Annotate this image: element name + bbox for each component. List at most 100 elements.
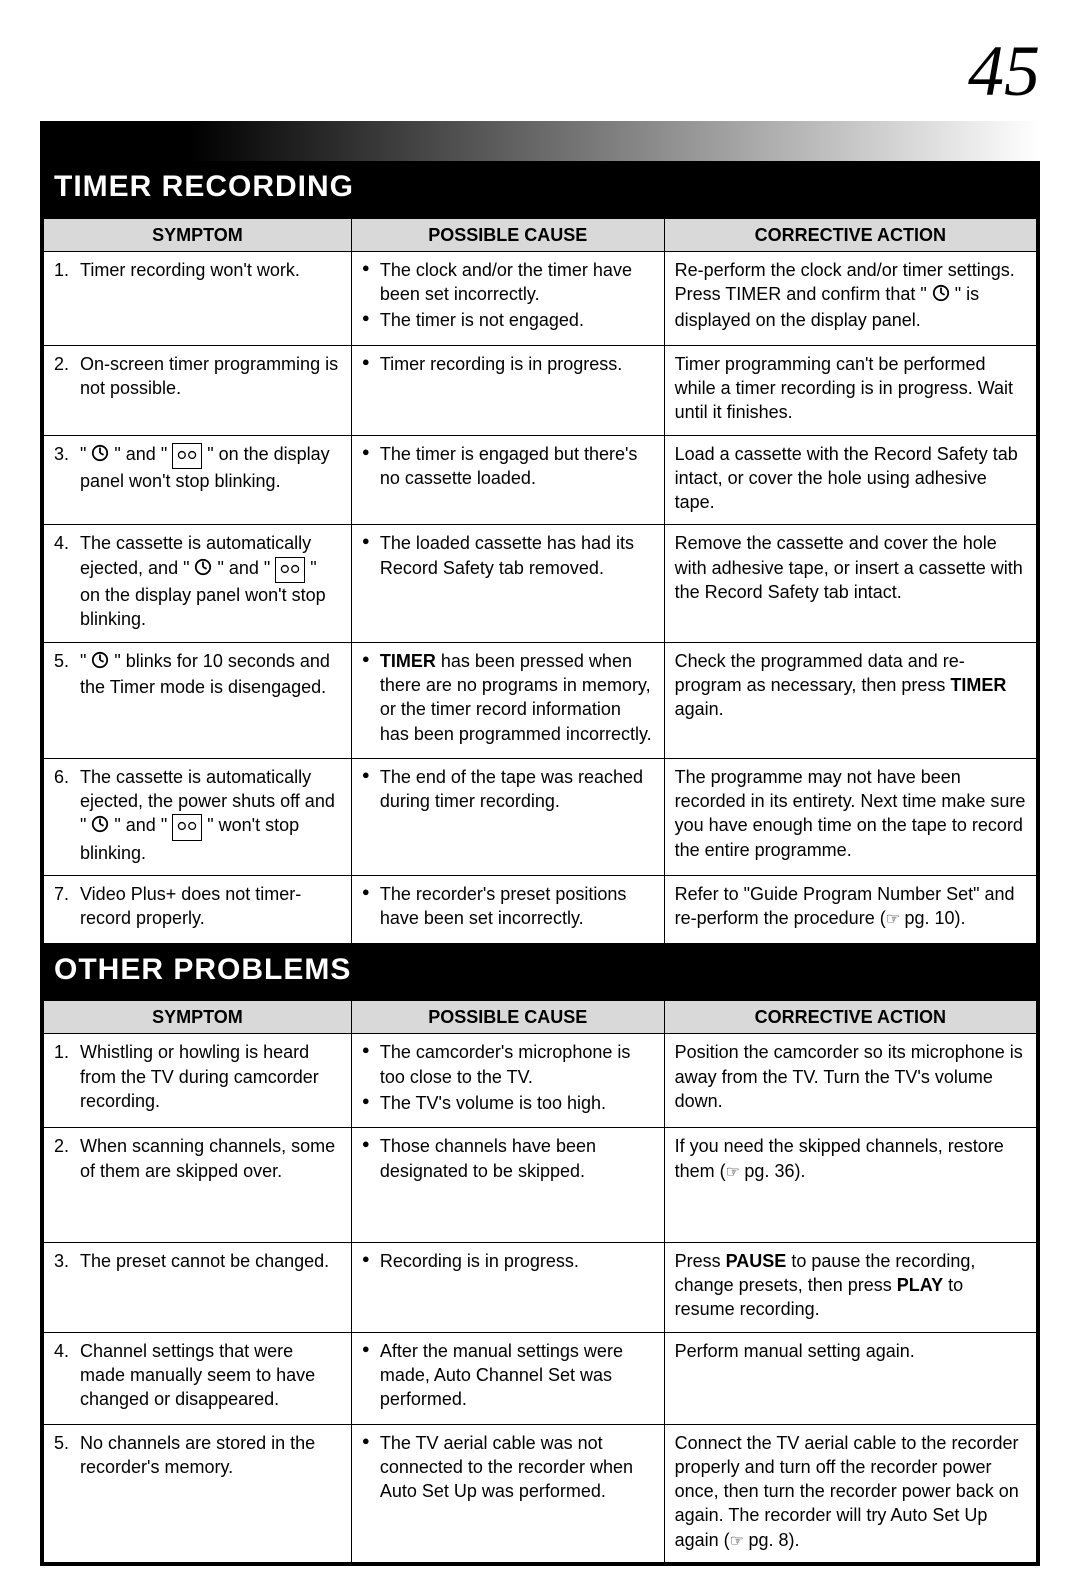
cause-cell: The loaded cassette has had its Record S… — [351, 525, 664, 642]
cause-cell: The clock and/or the timer have been set… — [351, 251, 664, 345]
cause-item: The timer is not engaged. — [362, 308, 654, 332]
cause-item: The camcorder's microphone is too close … — [362, 1040, 654, 1089]
row-number: 5. — [54, 649, 74, 700]
cause-item: The recorder's preset positions have bee… — [362, 882, 654, 931]
symptom-text: When scanning channels, some of them are… — [80, 1134, 341, 1183]
action-cell: Perform manual setting again. — [664, 1332, 1036, 1424]
symptom-cell: 3. The preset cannot be changed. — [44, 1242, 352, 1332]
symptom-text: On-screen timer programming is not possi… — [80, 352, 341, 401]
cause-cell: The recorder's preset positions have bee… — [351, 876, 664, 944]
symptom-cell: 5. " " blinks for 10 seconds and the Tim… — [44, 642, 352, 758]
row-number: 2. — [54, 352, 74, 401]
col-header-symptom: SYMPTOM — [44, 218, 352, 251]
symptom-text: No channels are stored in the recorder's… — [80, 1431, 341, 1480]
symptom-text: The cassette is automatically ejected, t… — [80, 765, 341, 865]
cause-item: The timer is engaged but there's no cass… — [362, 442, 654, 491]
cause-cell: The end of the tape was reached during t… — [351, 758, 664, 875]
cause-item: The TV aerial cable was not connected to… — [362, 1431, 654, 1504]
action-cell: Connect the TV aerial cable to the recor… — [664, 1424, 1036, 1563]
table-row: 4. The cassette is automatically ejected… — [44, 525, 1037, 642]
col-header-symptom: SYMPTOM — [44, 1001, 352, 1034]
section-title-row: TIMER RECORDING — [44, 161, 1037, 218]
action-cell: Refer to "Guide Program Number Set" and … — [664, 876, 1036, 944]
troubleshooting-frame: TIMER RECORDING SYMPTOM POSSIBLE CAUSE C… — [40, 161, 1040, 1566]
cause-item: The end of the tape was reached during t… — [362, 765, 654, 814]
symptom-cell: 2. When scanning channels, some of them … — [44, 1128, 352, 1242]
clock-icon — [932, 284, 950, 308]
troubleshooting-table: TIMER RECORDING SYMPTOM POSSIBLE CAUSE C… — [43, 161, 1037, 1563]
cause-cell: The camcorder's microphone is too close … — [351, 1034, 664, 1128]
cassette-icon — [172, 443, 202, 469]
row-number: 7. — [54, 882, 74, 931]
table-row: 1. Whistling or howling is heard from th… — [44, 1034, 1037, 1128]
table-row: 3. The preset cannot be changed. Recordi… — [44, 1242, 1037, 1332]
section-title-row: OTHER PROBLEMS — [44, 943, 1037, 1001]
table-row: 6. The cassette is automatically ejected… — [44, 758, 1037, 875]
row-number: 2. — [54, 1134, 74, 1183]
cause-item: The clock and/or the timer have been set… — [362, 258, 654, 307]
clock-icon — [91, 815, 109, 839]
cause-cell: TIMER has been pressed when there are no… — [351, 642, 664, 758]
table-header-row: SYMPTOM POSSIBLE CAUSE CORRECTIVE ACTION — [44, 1001, 1037, 1034]
cause-item: The TV's volume is too high. — [362, 1091, 654, 1115]
action-cell: Re-perform the clock and/or timer settin… — [664, 251, 1036, 345]
page-number: 45 — [40, 30, 1040, 113]
symptom-cell: 3. " " and " " on the display panel won'… — [44, 435, 352, 525]
cassette-icon — [275, 557, 305, 583]
symptom-cell: 2. On-screen timer programming is not po… — [44, 345, 352, 435]
symptom-text: " " and " " on the display panel won't s… — [80, 442, 341, 494]
row-number: 4. — [54, 531, 74, 631]
row-number: 5. — [54, 1431, 74, 1480]
symptom-cell: 4. Channel settings that were made manua… — [44, 1332, 352, 1424]
row-number: 3. — [54, 442, 74, 494]
clock-icon — [91, 651, 109, 675]
table-row: 4. Channel settings that were made manua… — [44, 1332, 1037, 1424]
symptom-cell: 7. Video Plus+ does not timer-record pro… — [44, 876, 352, 944]
symptom-cell: 1. Whistling or howling is heard from th… — [44, 1034, 352, 1128]
row-number: 6. — [54, 765, 74, 865]
cause-item: After the manual settings were made, Aut… — [362, 1339, 654, 1412]
action-cell: Position the camcorder so its microphone… — [664, 1034, 1036, 1128]
action-cell: Press PAUSE to pause the recording, chan… — [664, 1242, 1036, 1332]
symptom-text: The cassette is automatically ejected, a… — [80, 531, 341, 631]
table-row: 1. Timer recording won't work. The clock… — [44, 251, 1037, 345]
row-number: 3. — [54, 1249, 74, 1273]
table-row: 2. On-screen timer programming is not po… — [44, 345, 1037, 435]
col-header-cause: POSSIBLE CAUSE — [351, 1001, 664, 1034]
action-cell: Timer programming can't be performed whi… — [664, 345, 1036, 435]
cause-item: TIMER has been pressed when there are no… — [362, 649, 654, 746]
table-row: 5. " " blinks for 10 seconds and the Tim… — [44, 642, 1037, 758]
cause-item: Recording is in progress. — [362, 1249, 654, 1273]
row-number: 1. — [54, 258, 74, 282]
action-cell: The programme may not have been recorded… — [664, 758, 1036, 875]
table-row: 5. No channels are stored in the recorde… — [44, 1424, 1037, 1563]
symptom-text: Video Plus+ does not timer-record proper… — [80, 882, 341, 931]
symptom-text: Channel settings that were made manually… — [80, 1339, 341, 1412]
header-gradient — [40, 121, 1040, 161]
table-header-row: SYMPTOM POSSIBLE CAUSE CORRECTIVE ACTION — [44, 218, 1037, 251]
table-row: 7. Video Plus+ does not timer-record pro… — [44, 876, 1037, 944]
cause-cell: Timer recording is in progress. — [351, 345, 664, 435]
table-row: 3. " " and " " on the display panel won'… — [44, 435, 1037, 525]
cause-cell: Recording is in progress. — [351, 1242, 664, 1332]
symptom-cell: 4. The cassette is automatically ejected… — [44, 525, 352, 642]
symptom-cell: 5. No channels are stored in the recorde… — [44, 1424, 352, 1563]
col-header-cause: POSSIBLE CAUSE — [351, 218, 664, 251]
row-number: 1. — [54, 1040, 74, 1113]
action-cell: Load a cassette with the Record Safety t… — [664, 435, 1036, 525]
row-number: 4. — [54, 1339, 74, 1412]
symptom-cell: 6. The cassette is automatically ejected… — [44, 758, 352, 875]
table-row: 2. When scanning channels, some of them … — [44, 1128, 1037, 1242]
symptom-text: Timer recording won't work. — [80, 258, 341, 282]
cause-cell: The timer is engaged but there's no cass… — [351, 435, 664, 525]
cause-item: Those channels have been designated to b… — [362, 1134, 654, 1183]
symptom-text: The preset cannot be changed. — [80, 1249, 341, 1273]
cause-item: Timer recording is in progress. — [362, 352, 654, 376]
symptom-text: " " blinks for 10 seconds and the Timer … — [80, 649, 341, 700]
cause-item: The loaded cassette has had its Record S… — [362, 531, 654, 580]
action-cell: Check the programmed data and re-program… — [664, 642, 1036, 758]
cause-cell: After the manual settings were made, Aut… — [351, 1332, 664, 1424]
clock-icon — [194, 558, 212, 582]
clock-icon — [91, 444, 109, 468]
col-header-action: CORRECTIVE ACTION — [664, 218, 1036, 251]
